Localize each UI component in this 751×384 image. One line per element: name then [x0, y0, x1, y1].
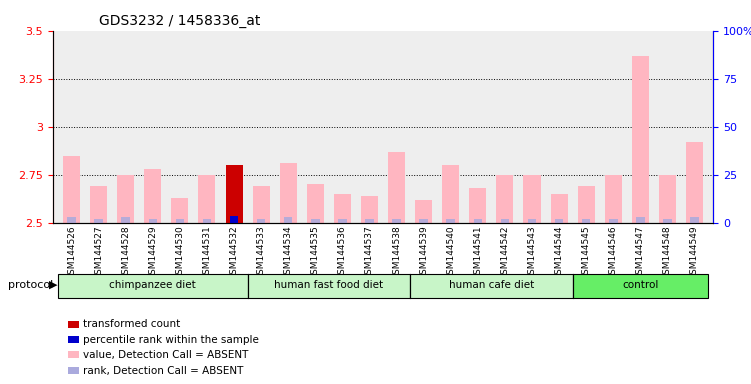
- Text: transformed count: transformed count: [83, 319, 179, 329]
- Bar: [338, 219, 347, 223]
- Bar: [605, 175, 622, 223]
- Bar: [388, 152, 405, 223]
- Text: GSM144535: GSM144535: [311, 225, 320, 280]
- Text: rank, Detection Call = ABSENT: rank, Detection Call = ABSENT: [83, 366, 243, 376]
- Bar: [149, 219, 157, 223]
- Text: ▶: ▶: [49, 280, 57, 290]
- Bar: [419, 219, 428, 223]
- Bar: [225, 165, 243, 223]
- Text: GSM144529: GSM144529: [148, 225, 157, 280]
- Bar: [230, 216, 238, 223]
- Bar: [230, 217, 238, 223]
- Bar: [144, 169, 161, 223]
- Text: human cafe diet: human cafe diet: [449, 280, 534, 290]
- Bar: [442, 165, 460, 223]
- Bar: [171, 198, 189, 223]
- Text: GSM144540: GSM144540: [446, 225, 455, 280]
- Bar: [582, 219, 590, 223]
- Bar: [686, 142, 703, 223]
- Text: GSM144531: GSM144531: [203, 225, 212, 280]
- Bar: [550, 194, 568, 223]
- Bar: [690, 217, 698, 223]
- Bar: [225, 165, 243, 223]
- Bar: [469, 188, 487, 223]
- Bar: [176, 219, 184, 223]
- Bar: [311, 219, 320, 223]
- Text: GSM144537: GSM144537: [365, 225, 374, 280]
- FancyBboxPatch shape: [410, 273, 572, 298]
- Text: percentile rank within the sample: percentile rank within the sample: [83, 335, 258, 345]
- Text: human fast food diet: human fast food diet: [274, 280, 384, 290]
- Bar: [198, 175, 216, 223]
- Text: GSM144536: GSM144536: [338, 225, 347, 280]
- Bar: [334, 194, 351, 223]
- Text: GSM144548: GSM144548: [663, 225, 672, 280]
- Text: GSM144544: GSM144544: [554, 225, 563, 280]
- Bar: [284, 217, 292, 223]
- Bar: [63, 156, 80, 223]
- Bar: [578, 186, 595, 223]
- Text: chimpanzee diet: chimpanzee diet: [110, 280, 196, 290]
- Bar: [496, 175, 514, 223]
- Bar: [415, 200, 432, 223]
- Text: GSM144547: GSM144547: [636, 225, 645, 280]
- Bar: [117, 175, 134, 223]
- Bar: [365, 219, 374, 223]
- Text: GSM144541: GSM144541: [473, 225, 482, 280]
- Bar: [122, 217, 130, 223]
- Bar: [68, 217, 76, 223]
- Bar: [474, 219, 482, 223]
- FancyBboxPatch shape: [58, 273, 248, 298]
- Text: GSM144534: GSM144534: [284, 225, 293, 280]
- Bar: [257, 219, 265, 223]
- Text: GSM144539: GSM144539: [419, 225, 428, 280]
- Bar: [663, 219, 671, 223]
- Text: GSM144533: GSM144533: [257, 225, 266, 280]
- Bar: [446, 219, 455, 223]
- Text: GDS3232 / 1458336_at: GDS3232 / 1458336_at: [99, 14, 260, 28]
- Bar: [90, 186, 107, 223]
- Bar: [306, 184, 324, 223]
- FancyBboxPatch shape: [248, 273, 410, 298]
- Bar: [523, 175, 541, 223]
- Text: GSM144526: GSM144526: [67, 225, 76, 280]
- Text: GSM144549: GSM144549: [690, 225, 699, 280]
- Text: GSM144538: GSM144538: [392, 225, 401, 280]
- Text: GSM144545: GSM144545: [581, 225, 590, 280]
- Bar: [632, 56, 649, 223]
- Bar: [659, 175, 676, 223]
- Text: control: control: [622, 280, 659, 290]
- Bar: [555, 219, 563, 223]
- Bar: [252, 186, 270, 223]
- Bar: [609, 219, 617, 223]
- Text: value, Detection Call = ABSENT: value, Detection Call = ABSENT: [83, 350, 248, 360]
- Bar: [203, 219, 211, 223]
- Bar: [636, 217, 644, 223]
- Text: GSM144542: GSM144542: [500, 225, 509, 280]
- Bar: [279, 163, 297, 223]
- Text: GSM144546: GSM144546: [609, 225, 618, 280]
- FancyBboxPatch shape: [572, 273, 708, 298]
- Text: GSM144543: GSM144543: [527, 225, 536, 280]
- Bar: [528, 219, 536, 223]
- Bar: [95, 219, 103, 223]
- Bar: [361, 196, 378, 223]
- Text: GSM144528: GSM144528: [121, 225, 130, 280]
- Text: protocol: protocol: [8, 280, 53, 290]
- Text: GSM144530: GSM144530: [176, 225, 185, 280]
- Bar: [501, 219, 509, 223]
- Text: GSM144532: GSM144532: [230, 225, 239, 280]
- Text: GSM144527: GSM144527: [94, 225, 103, 280]
- Bar: [392, 219, 401, 223]
